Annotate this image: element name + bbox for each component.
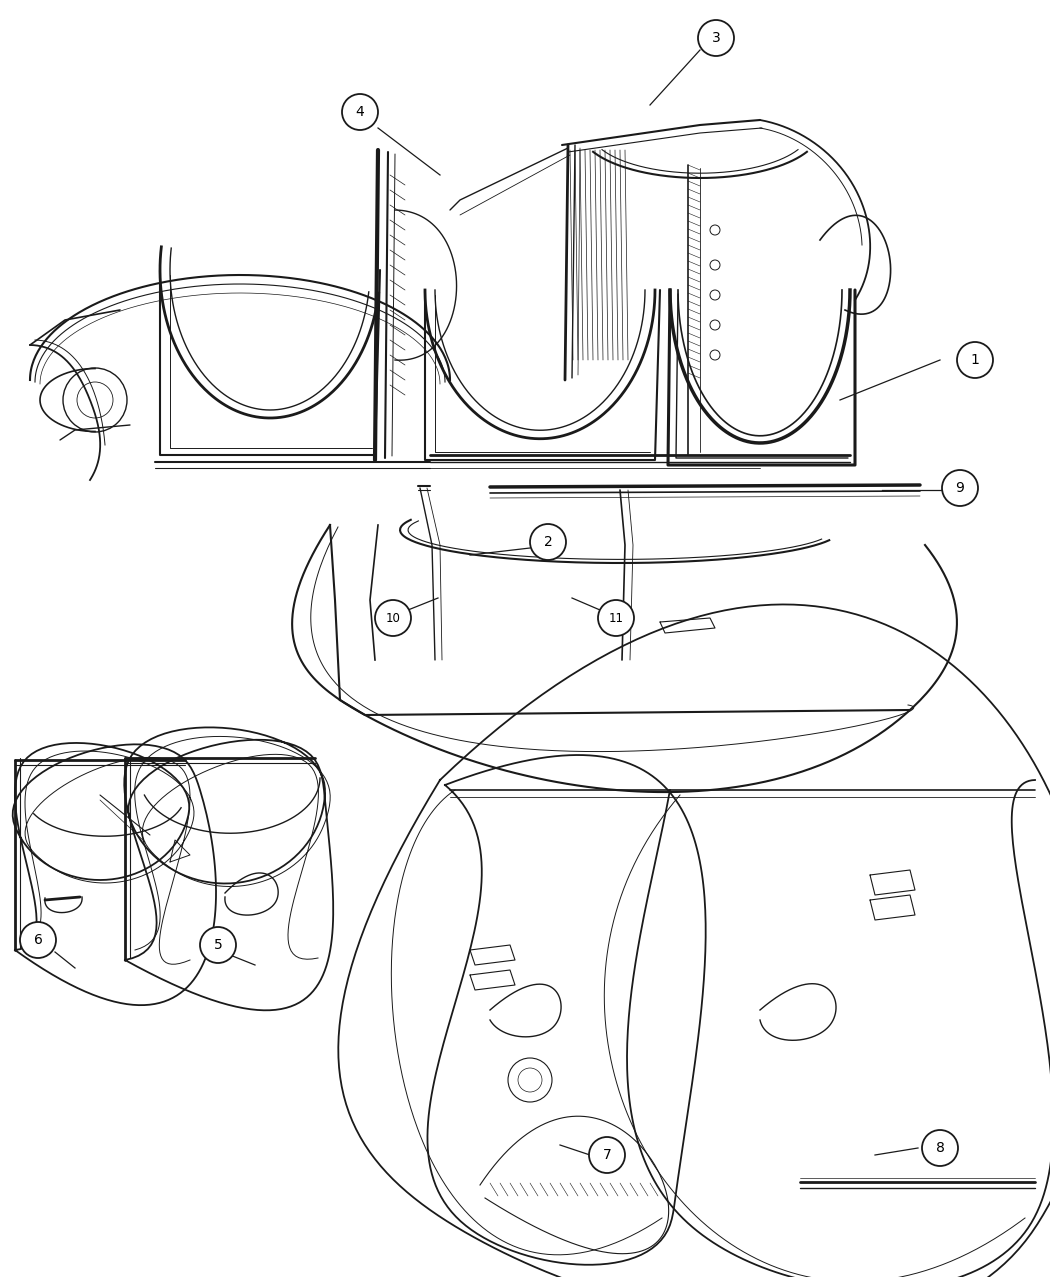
Text: 10: 10 xyxy=(385,612,400,624)
Text: 11: 11 xyxy=(609,612,624,624)
Circle shape xyxy=(375,600,411,636)
Circle shape xyxy=(200,927,236,963)
Text: 5: 5 xyxy=(213,939,223,951)
Text: 2: 2 xyxy=(544,535,552,549)
Circle shape xyxy=(342,94,378,130)
Text: 3: 3 xyxy=(712,31,720,45)
Circle shape xyxy=(20,922,56,958)
Text: 9: 9 xyxy=(956,481,965,495)
Circle shape xyxy=(942,470,978,506)
Text: 4: 4 xyxy=(356,105,364,119)
Text: 1: 1 xyxy=(970,352,980,366)
Text: 6: 6 xyxy=(34,933,42,948)
Text: 8: 8 xyxy=(936,1142,944,1154)
Circle shape xyxy=(530,524,566,561)
Circle shape xyxy=(598,600,634,636)
Circle shape xyxy=(957,342,993,378)
Circle shape xyxy=(922,1130,958,1166)
Circle shape xyxy=(698,20,734,56)
Text: 7: 7 xyxy=(603,1148,611,1162)
Circle shape xyxy=(589,1137,625,1174)
